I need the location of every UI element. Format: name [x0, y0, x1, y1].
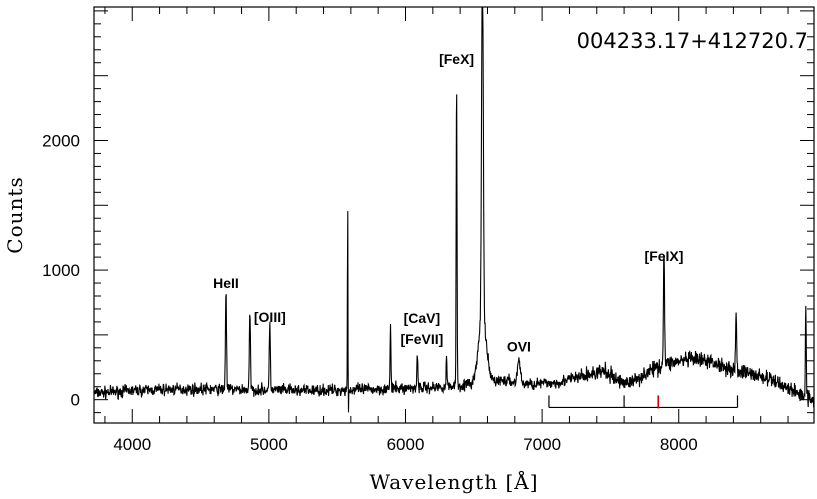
x-axis-title: Wavelength [Å] — [369, 469, 538, 494]
x-tick-label: 7000 — [523, 435, 561, 454]
line-label: [FeX] — [439, 51, 474, 67]
x-tick-label: 6000 — [387, 435, 425, 454]
y-tick-label: 2000 — [42, 131, 80, 150]
axis-ticks — [94, 7, 814, 423]
band-marker — [548, 395, 739, 409]
line-label: HeII — [213, 275, 239, 291]
y-tick-label: 0 — [71, 391, 80, 410]
line-label: OVI — [507, 339, 531, 355]
x-tick-label: 4000 — [113, 435, 151, 454]
x-tick-label: 8000 — [660, 435, 698, 454]
line-label: [FeVII] — [401, 331, 444, 347]
plot-frame — [93, 6, 815, 424]
x-tick-label: 5000 — [250, 435, 288, 454]
line-labels: HeII [OIII] [CaV] [FeVII] [FeX] OVI [FeIX] — [213, 51, 683, 355]
y-tick-label: 1000 — [42, 261, 80, 280]
object-id-title: 004233.17+412720.7 — [577, 29, 808, 53]
y-axis-title: Counts — [3, 176, 27, 253]
spectrum-line — [93, 6, 815, 413]
line-label: [FeIX] — [645, 248, 684, 264]
tick-labels: 4000 5000 6000 7000 8000 0 1000 2000 — [42, 131, 697, 454]
line-label: [OIII] — [254, 309, 286, 325]
line-label: [CaV] — [404, 310, 441, 326]
